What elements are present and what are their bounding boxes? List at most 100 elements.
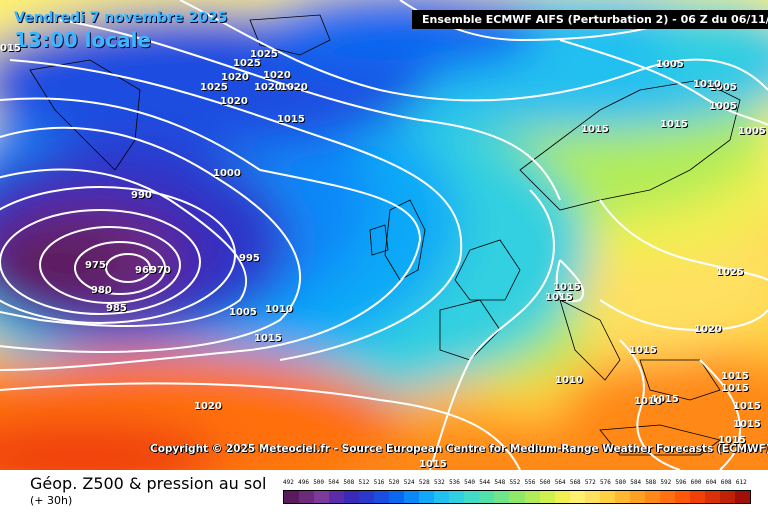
isobar-label: 1025 — [716, 267, 744, 278]
scale-swatch — [674, 491, 690, 503]
scale-swatch — [359, 491, 375, 503]
scale-label: 592 — [660, 479, 672, 486]
isobar-label: 1015 — [581, 124, 609, 135]
color-scale-bar — [283, 490, 751, 504]
isobar-label: 975 — [85, 260, 106, 271]
isobar-label: 1025 — [233, 58, 261, 69]
scale-swatch — [284, 491, 300, 503]
isobar-lines — [0, 0, 768, 470]
isobar-label: 1015 — [651, 394, 679, 405]
scale-label: 508 — [343, 479, 355, 486]
scale-swatch — [614, 491, 630, 503]
scale-label: 600 — [690, 479, 702, 486]
scale-label: 560 — [539, 479, 551, 486]
scale-swatch — [659, 491, 675, 503]
scale-swatch — [629, 491, 645, 503]
scale-label: 496 — [298, 479, 309, 486]
model-banner: Ensemble ECMWF AIFS (Perturbation 2) - 0… — [412, 10, 768, 29]
scale-swatch — [329, 491, 345, 503]
scale-label: 544 — [479, 479, 491, 486]
isobar-label: 1010 — [634, 396, 662, 407]
isobar-label: 1010 — [265, 304, 293, 315]
isobar-label: 1015 — [718, 435, 746, 446]
scale-label: 532 — [433, 479, 445, 486]
scale-label: 588 — [645, 479, 657, 486]
isobar-label: 1015 — [721, 371, 749, 382]
scale-label: 548 — [494, 479, 506, 486]
isobar-label: 015 — [0, 43, 21, 54]
isobar-label: 1015 — [545, 292, 573, 303]
isobar-label: 1005 — [738, 126, 766, 137]
isobar-label: 1010 — [555, 375, 583, 386]
scale-swatch — [479, 491, 495, 503]
isobar-label: 1025 — [250, 49, 278, 60]
scale-swatch — [449, 491, 465, 503]
legend-subtitle: (+ 30h) — [30, 494, 73, 507]
scale-swatch — [644, 491, 660, 503]
scale-label: 524 — [403, 479, 415, 486]
map-canvas — [0, 0, 768, 470]
scale-label: 540 — [464, 479, 475, 486]
isobar-label: 1020 — [221, 72, 249, 83]
isobar-label: 970 — [150, 265, 171, 276]
scale-swatch — [719, 491, 735, 503]
isobar-label: 1025 — [200, 82, 228, 93]
scale-label: 580 — [615, 479, 626, 486]
scale-label: 500 — [313, 479, 325, 486]
isobar-label: 980 — [91, 285, 112, 296]
forecast-map: Vendredi 7 novembre 2025 13:00 locale En… — [0, 0, 768, 470]
scale-swatch — [434, 491, 450, 503]
scale-swatch — [704, 491, 720, 503]
scale-label: 572 — [584, 479, 596, 486]
isobar-label: 1015 — [277, 114, 305, 125]
isobar-label: 1020 — [194, 401, 222, 412]
forecast-datetime: Vendredi 7 novembre 2025 13:00 locale — [14, 10, 227, 52]
isobar-label: 1015 — [660, 119, 688, 130]
scale-label: 576 — [600, 479, 611, 486]
isobar-label: 965 — [135, 265, 156, 276]
scale-swatch — [569, 491, 585, 503]
scale-swatch — [344, 491, 360, 503]
scale-swatch — [734, 491, 750, 503]
scale-swatch — [539, 491, 555, 503]
scale-label: 528 — [418, 479, 430, 486]
scale-swatch — [374, 491, 390, 503]
isobar-label: 1020 — [254, 82, 282, 93]
scale-swatch — [419, 491, 435, 503]
isobar-label: 1015 — [721, 383, 749, 394]
isobar-label: 1015 — [553, 282, 581, 293]
scale-swatch — [554, 491, 570, 503]
scale-label: 604 — [705, 479, 717, 486]
scale-label: 504 — [328, 479, 340, 486]
scale-label: 612 — [735, 479, 747, 486]
copyright-notice: Copyright © 2025 Meteociel.fr - Source E… — [150, 443, 768, 455]
isobar-label: 1015 — [733, 401, 761, 412]
isobar-label: 1005 — [229, 307, 257, 318]
scale-swatch — [689, 491, 705, 503]
isobar-label: 1000 — [213, 168, 241, 179]
scale-label: 596 — [675, 479, 687, 486]
coastlines — [29, 14, 741, 456]
isobar-label: 1005 — [709, 101, 737, 112]
scale-swatch — [464, 491, 480, 503]
scale-swatch — [524, 491, 540, 503]
isobar-label: 1015 — [733, 419, 761, 430]
scale-swatch — [314, 491, 330, 503]
isobar-label: 1015 — [629, 345, 657, 356]
isobar-label: 990 — [131, 190, 152, 201]
scale-swatch — [599, 491, 615, 503]
isobar-label: 1020 — [694, 324, 722, 335]
isobar-label: 1015 — [419, 459, 447, 470]
isobar-label: 985 — [106, 303, 127, 314]
scale-swatch — [509, 491, 525, 503]
isobar-label: 1020 — [263, 70, 291, 81]
scale-label: 552 — [509, 479, 521, 486]
scale-label: 564 — [554, 479, 566, 486]
forecast-date: Vendredi 7 novembre 2025 — [14, 10, 228, 26]
scale-label: 556 — [524, 479, 536, 486]
isobar-label: 995 — [239, 253, 260, 264]
isobar-label: 1020 — [220, 96, 248, 107]
scale-label: 492 — [283, 479, 294, 486]
forecast-time: 13:00 locale — [14, 28, 151, 52]
color-scale-labels: 492 496 500 504 508 512 516 520 524 528 532 536 540 5… — [283, 479, 751, 489]
